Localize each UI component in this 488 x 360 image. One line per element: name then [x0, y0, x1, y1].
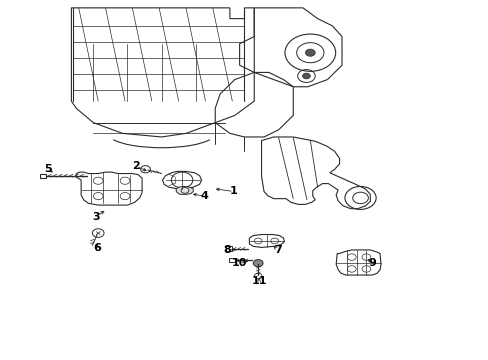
- Circle shape: [305, 49, 315, 56]
- Text: 4: 4: [200, 191, 208, 201]
- Text: 6: 6: [93, 243, 101, 253]
- Polygon shape: [176, 186, 193, 194]
- Text: 3: 3: [92, 212, 100, 221]
- Text: 10: 10: [231, 258, 247, 268]
- Circle shape: [253, 260, 263, 267]
- Text: 2: 2: [132, 161, 140, 171]
- Text: 11: 11: [251, 276, 266, 286]
- Circle shape: [302, 73, 310, 79]
- Text: 7: 7: [273, 245, 281, 255]
- Text: 5: 5: [44, 164, 52, 174]
- Text: 1: 1: [229, 186, 237, 197]
- Text: 9: 9: [367, 258, 375, 268]
- Text: 8: 8: [223, 245, 231, 255]
